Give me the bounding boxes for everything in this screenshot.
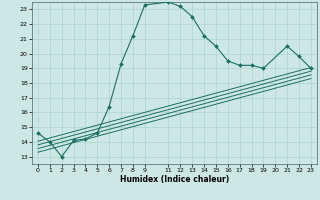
X-axis label: Humidex (Indice chaleur): Humidex (Indice chaleur) xyxy=(120,175,229,184)
